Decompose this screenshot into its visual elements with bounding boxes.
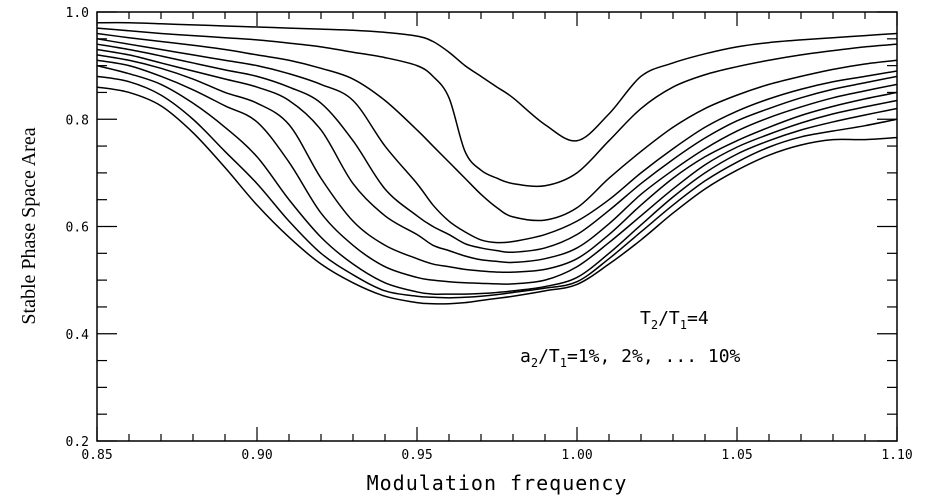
annotation-amplitude-ratio-a: a — [520, 346, 531, 367]
series-line-1 — [96, 21, 898, 142]
y-tick-label: 0.8 — [66, 113, 89, 128]
series-line-5 — [96, 43, 898, 254]
x-tick-label: 0.95 — [401, 448, 432, 463]
series-line-2 — [96, 27, 898, 188]
annotation-period-ratio-b-sub: 1 — [680, 318, 687, 332]
annotation-amplitude-ratio-b-sub: 1 — [560, 356, 567, 370]
x-tick-label: 1.10 — [881, 448, 912, 463]
y-tick-label: 0.4 — [66, 328, 90, 343]
x-tick-label: 1.05 — [721, 448, 752, 463]
annotation-amplitude-ratio-c: =1%, 2%, ... 10% — [567, 346, 741, 367]
series-line-6 — [96, 48, 898, 264]
curves — [96, 21, 898, 305]
annotation-period-ratio-a: T — [640, 308, 651, 329]
x-tick-label: 0.90 — [241, 448, 272, 463]
series-line-11 — [96, 86, 898, 305]
annotation-period-ratio: T2/T1=4 — [640, 308, 709, 332]
annotation-period-ratio-b: /T — [658, 308, 680, 329]
annotation-amplitude-ratio: a2/T1=1%, 2%, ... 10% — [520, 346, 741, 370]
series-line-8 — [96, 59, 898, 285]
annotation-amplitude-ratio-b: /T — [538, 346, 560, 367]
y-axis-title: Stable Phase Space Area — [18, 127, 40, 324]
y-tick-label: 1.0 — [66, 6, 89, 21]
series-line-9 — [96, 64, 898, 295]
y-tick-label: 0.6 — [66, 221, 89, 236]
annotation-period-ratio-c: =4 — [687, 308, 709, 329]
y-tick-label: 0.2 — [66, 435, 89, 450]
series-line-3 — [96, 32, 898, 222]
series-line-10 — [96, 75, 898, 299]
x-tick-label: 1.00 — [561, 448, 592, 463]
annotation-period-ratio-a-sub: 2 — [651, 318, 658, 332]
tick-labels: 0.85 0.90 0.95 1.00 1.05 1.10 0.2 0.4 0.6 0.8 1.0 — [66, 6, 913, 463]
series-line-7 — [96, 54, 898, 274]
annotation-amplitude-ratio-a-sub: 2 — [531, 356, 538, 370]
x-axis-title: Modulation frequency — [367, 471, 628, 495]
series-line-4 — [96, 38, 898, 244]
x-tick-label: 0.85 — [81, 448, 112, 463]
